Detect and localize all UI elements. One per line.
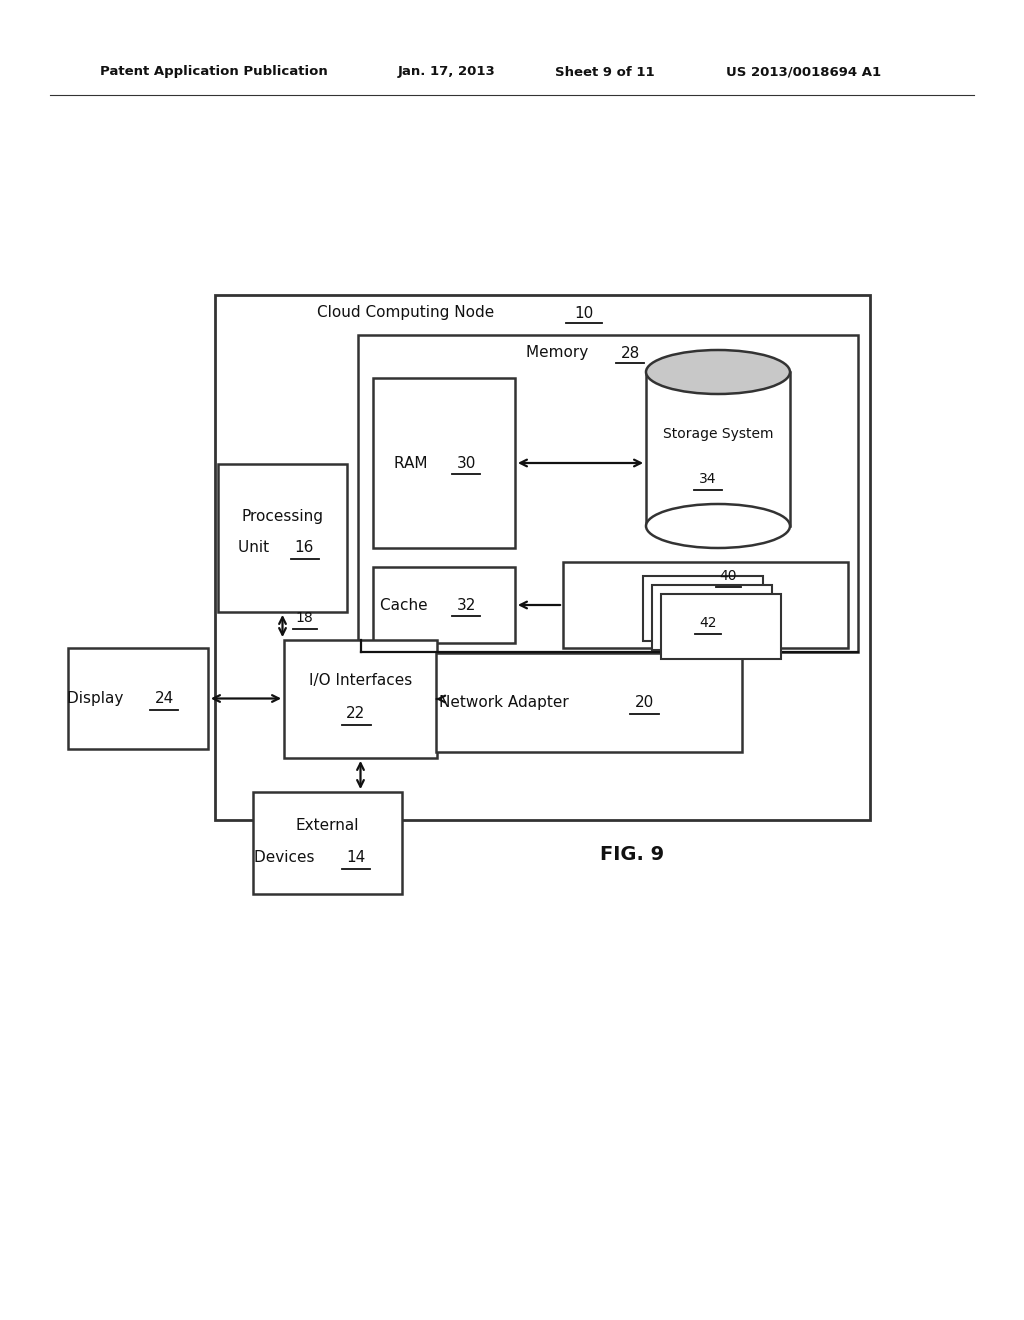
Text: Unit: Unit xyxy=(239,540,274,556)
Bar xyxy=(436,653,742,752)
Text: Cloud Computing Node: Cloud Computing Node xyxy=(317,305,500,321)
Bar xyxy=(652,585,772,649)
Text: 30: 30 xyxy=(457,455,476,470)
Bar xyxy=(284,640,437,758)
Text: 20: 20 xyxy=(635,696,653,710)
Text: 10: 10 xyxy=(574,305,594,321)
Bar xyxy=(358,335,858,652)
Text: Storage System: Storage System xyxy=(663,426,773,441)
Bar xyxy=(646,372,790,525)
Bar xyxy=(253,792,402,894)
Text: US 2013/0018694 A1: US 2013/0018694 A1 xyxy=(726,66,881,78)
Ellipse shape xyxy=(646,504,790,548)
Text: 40: 40 xyxy=(719,569,736,583)
Bar xyxy=(68,648,208,748)
Text: Devices: Devices xyxy=(254,850,319,866)
Text: 14: 14 xyxy=(346,850,366,866)
Text: FIG. 9: FIG. 9 xyxy=(600,846,665,865)
Text: Cache: Cache xyxy=(380,598,432,612)
Text: Display: Display xyxy=(67,690,128,706)
Text: 18: 18 xyxy=(296,611,313,624)
Text: 32: 32 xyxy=(457,598,476,612)
Text: 22: 22 xyxy=(346,706,366,722)
Bar xyxy=(563,562,848,648)
Bar xyxy=(373,568,515,643)
Bar xyxy=(215,294,870,820)
Text: 24: 24 xyxy=(155,690,174,706)
Bar xyxy=(643,576,763,642)
Bar xyxy=(218,465,347,612)
Text: 42: 42 xyxy=(699,616,717,630)
Text: 34: 34 xyxy=(699,473,717,486)
Bar xyxy=(373,378,515,548)
Text: External: External xyxy=(296,817,359,833)
Text: Network Adapter: Network Adapter xyxy=(439,696,574,710)
Text: Memory: Memory xyxy=(526,346,593,360)
Text: 28: 28 xyxy=(621,346,640,360)
Text: RAM: RAM xyxy=(393,455,432,470)
Text: Sheet 9 of 11: Sheet 9 of 11 xyxy=(555,66,654,78)
Text: I/O Interfaces: I/O Interfaces xyxy=(309,673,412,689)
Text: Patent Application Publication: Patent Application Publication xyxy=(100,66,328,78)
Text: Jan. 17, 2013: Jan. 17, 2013 xyxy=(398,66,496,78)
Ellipse shape xyxy=(646,350,790,393)
Text: Processing: Processing xyxy=(242,508,324,524)
Text: 16: 16 xyxy=(295,540,314,556)
Bar xyxy=(662,594,781,659)
